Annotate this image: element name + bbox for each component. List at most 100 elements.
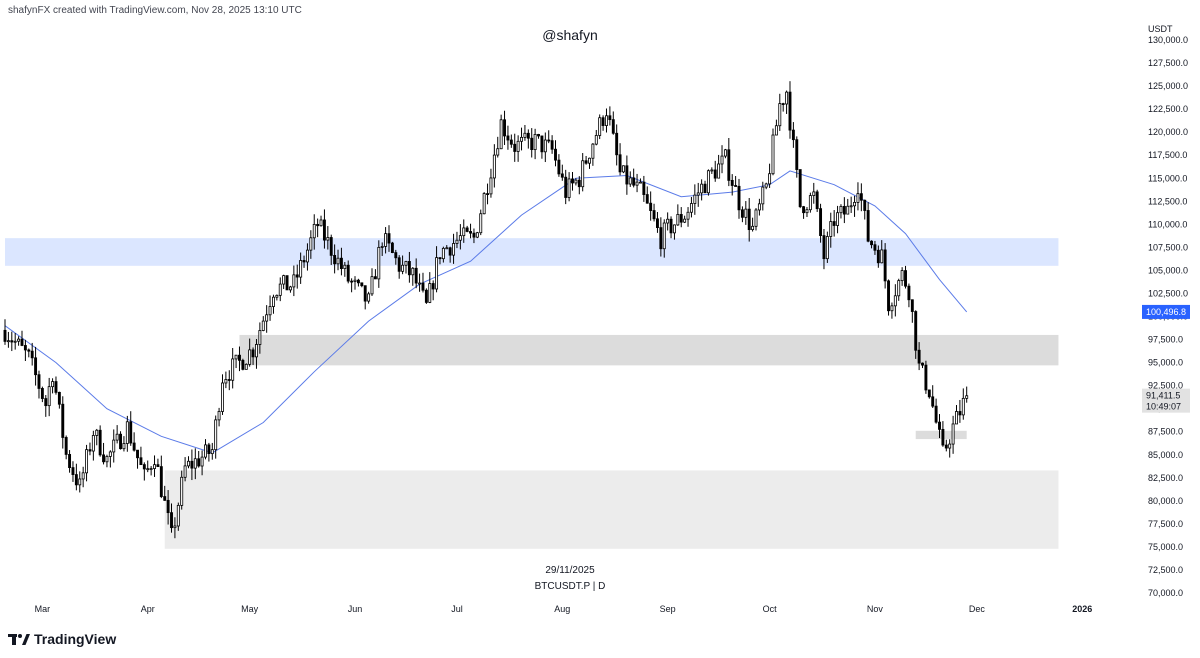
candle [591,143,595,166]
candle [384,227,388,254]
candle [54,376,58,395]
candle [387,225,391,252]
candle [615,124,619,166]
candle [737,178,741,219]
candle [377,240,381,288]
candle [734,176,738,187]
candle [180,470,184,510]
candle [329,234,333,265]
candle [788,81,792,139]
candle [244,363,248,370]
candle [322,209,326,249]
candle [781,102,785,112]
x-tick-label: 2026 [1072,604,1092,614]
candle [17,336,21,346]
candle [825,231,829,263]
candle [751,217,755,232]
candle [764,182,768,190]
tradingview-logo[interactable]: TradingView [8,629,116,649]
candle [706,169,710,196]
candle [30,342,34,366]
candle [622,165,625,174]
candle [693,184,697,215]
candle [499,114,503,150]
candle [965,386,969,403]
candle [907,283,911,308]
candle [900,267,904,286]
candle [934,398,938,424]
candle [656,212,659,233]
candle [125,415,129,452]
candle [333,244,337,274]
candle [846,198,850,215]
price-zone-blue [5,238,1059,266]
candle [479,209,483,236]
candle [251,347,255,365]
candle [295,264,299,289]
candle [153,455,156,477]
candle [210,442,214,460]
y-tick-label: 107,500.0 [1148,242,1188,252]
candle [40,386,44,403]
candle [819,203,823,243]
candle [618,143,622,176]
candle [876,245,880,268]
candle [438,257,442,265]
candle [672,224,676,240]
candle [961,388,965,420]
candle [744,201,748,225]
candle [452,233,456,264]
candle [91,430,95,461]
candle [927,389,931,399]
price-axis[interactable]: USDT 70,000.0 72,500.0 75,000.0 77,500.0 80,0… [1142,24,1190,598]
candle [802,205,806,219]
x-tick-label: Apr [141,604,155,614]
candle [339,247,343,276]
candle [842,197,846,224]
candle [112,429,116,463]
candle [156,458,160,468]
candle [119,431,122,450]
candle [129,411,133,446]
x-tick-label: Oct [763,604,778,614]
candle [516,135,520,162]
candle [469,223,473,239]
candle [520,127,523,151]
candle [747,197,751,242]
candle [717,154,721,179]
y-tick-label: 117,500.0 [1148,150,1187,160]
candle [265,305,269,333]
candle [771,128,775,176]
x-tick-label: Mar [35,604,51,614]
candle [78,471,82,493]
candle [27,348,31,358]
zones-layer [5,238,1059,549]
candle [836,205,840,234]
candle [326,226,330,250]
y-tick-label: 70,000.0 [1148,588,1183,598]
x-tick-label: Dec [969,604,986,614]
candle [533,128,537,160]
candle [238,346,241,372]
candle [581,153,585,192]
candle [197,451,201,468]
candle [319,215,323,227]
last-price-badge-label: 91,411.5 [1146,391,1180,401]
candle [435,246,439,293]
y-tick-label: 120,000.0 [1148,127,1188,137]
x-tick-label: Aug [554,604,570,614]
y-tick-label: 105,000.0 [1148,265,1188,275]
candle [353,276,357,290]
candle [207,442,211,462]
candle [880,240,884,264]
time-axis[interactable]: Mar Apr May Jun Jul Aug Sep Oct Nov Dec 2026 [35,604,1093,614]
candle [486,183,489,205]
candle [588,157,591,169]
candle [608,106,612,126]
candle [574,178,578,186]
candle [57,391,61,409]
y-tick-label: 72,500.0 [1148,565,1183,575]
x-tick-label: Nov [867,604,884,614]
candle [370,268,374,296]
